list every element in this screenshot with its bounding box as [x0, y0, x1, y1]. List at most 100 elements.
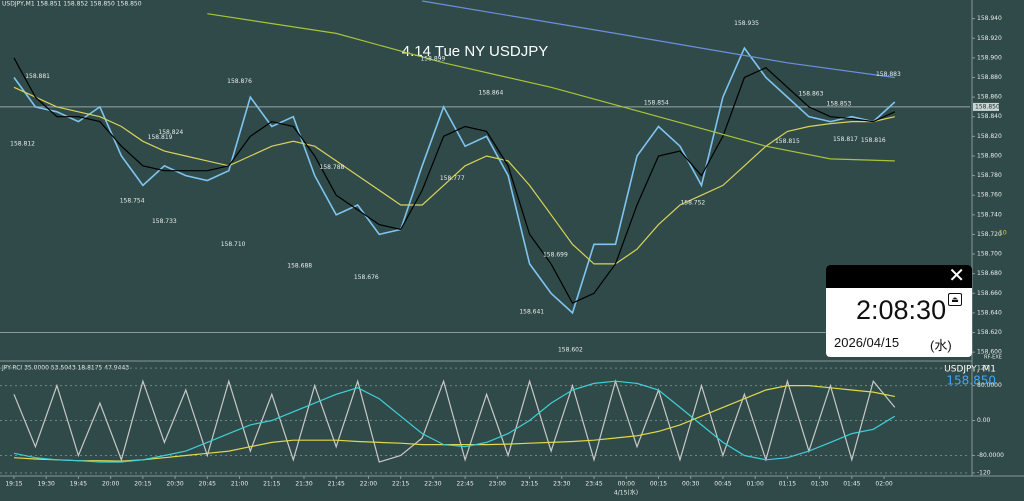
- x-tick-label: 00:45: [714, 481, 731, 488]
- price-annotation: 158.819: [148, 134, 173, 141]
- series-line: [13, 86, 895, 265]
- x-tick-label: 20:00: [102, 481, 119, 488]
- axis-note: 10: [999, 230, 1007, 237]
- series-line: [13, 380, 896, 463]
- price-annotation: 158.752: [680, 200, 705, 207]
- x-tick-label: 20:45: [199, 481, 216, 488]
- x-tick-label: 02:00: [875, 481, 892, 488]
- x-tick-label: 01:00: [747, 481, 764, 488]
- x-tick-label: 22:15: [392, 481, 409, 488]
- price-annotation: 158.641: [519, 308, 544, 315]
- price-annotation: 158.935: [734, 20, 759, 27]
- x-tick-label: 19:15: [5, 481, 22, 488]
- price-annotation: 158.876: [227, 78, 252, 85]
- price-annotation: 158.853: [827, 100, 852, 107]
- x-tick-label: 23:30: [553, 481, 570, 488]
- x-tick-label: 20:15: [134, 481, 151, 488]
- series-line: [13, 46, 896, 315]
- price-annotation: 158.883: [876, 71, 901, 78]
- price-annotation: 158.777: [440, 175, 465, 182]
- price-annotation: 158.688: [287, 262, 312, 269]
- y-tick-label: 158.780: [977, 172, 1002, 179]
- y-tick-label: -80.0000: [977, 452, 1004, 459]
- y-tick-label: 158.840: [977, 113, 1002, 120]
- price-annotation: 158.854: [644, 99, 669, 106]
- series-line: [13, 379, 896, 463]
- x-tick-label: 19:45: [70, 481, 87, 488]
- x-tick-label: 00:00: [618, 481, 635, 488]
- x-tick-label: 01:45: [843, 481, 860, 488]
- price-annotation: 158.864: [479, 90, 504, 97]
- y-tick-label: 158.940: [977, 15, 1002, 22]
- price-annotation: 158.824: [158, 129, 183, 136]
- x-tick-label: 22:30: [424, 481, 441, 488]
- x-tick-label: 23:45: [585, 481, 602, 488]
- x-tick-label: 21:00: [231, 481, 248, 488]
- x-tick-label: 21:15: [263, 481, 280, 488]
- y-tick-label: 120: [977, 365, 989, 372]
- series-line: [13, 385, 895, 462]
- price-annotation: 158.676: [354, 274, 379, 281]
- price-annotation: 158.815: [775, 138, 800, 145]
- y-tick-label: 158.660: [977, 290, 1002, 297]
- x-tick-label: 00:30: [682, 481, 699, 488]
- price-annotation: 158.788: [320, 164, 345, 171]
- series-line: [13, 57, 896, 304]
- price-annotation: 158.817: [833, 136, 858, 143]
- date-label: 4/15(水): [614, 489, 638, 497]
- y-tick-label: 158.920: [977, 35, 1002, 42]
- x-tick-label: 00:15: [650, 481, 667, 488]
- clock-widget: ✕ 2:08:30 ⏏ 2026/04/15 (水): [826, 265, 972, 357]
- x-tick-label: 22:45: [456, 481, 473, 488]
- y-tick-label: 158.640: [977, 309, 1002, 316]
- close-button[interactable]: ✕: [948, 265, 965, 287]
- y-tick-label: 158.600: [977, 349, 1002, 356]
- price-annotation: 158.754: [120, 198, 145, 205]
- price-annotation: 158.816: [861, 137, 886, 144]
- y-tick-label: 158.820: [977, 133, 1002, 140]
- x-tick-label: 01:15: [779, 481, 796, 488]
- x-tick-label: 21:30: [295, 481, 312, 488]
- series-line: [207, 13, 895, 162]
- y-tick-label: 158.620: [977, 329, 1002, 336]
- symbol-label: USDJPY, M1: [944, 365, 996, 375]
- clock-time: 2:08:30: [856, 295, 947, 325]
- price-label: 158.850: [946, 374, 996, 388]
- price-annotation: 158.733: [152, 218, 177, 225]
- clock-icon[interactable]: ⏏: [948, 293, 962, 306]
- y-tick-label: 158.760: [977, 192, 1002, 199]
- y-tick-label: 158.720: [977, 231, 1002, 238]
- x-tick-label: 23:15: [521, 481, 538, 488]
- price-annotation: 158.699: [543, 252, 568, 259]
- y-tick-label: 158.680: [977, 270, 1002, 277]
- clock-weekday: (水): [930, 338, 952, 353]
- y-tick-label: 158.880: [977, 74, 1002, 81]
- y-tick-label: 80.0000: [977, 382, 1002, 389]
- y-tick-label: -120: [977, 469, 991, 476]
- y-tick-label: 158.740: [977, 211, 1002, 218]
- x-tick-label: 21:45: [328, 481, 345, 488]
- chart-title: 4.14 Tue NY USDJPY: [402, 43, 548, 60]
- price-annotation: 158.863: [799, 91, 824, 98]
- corner-note: RF-EXE: [984, 355, 1002, 361]
- y-tick-label: 158.860: [977, 94, 1002, 101]
- price-annotation: 158.710: [221, 241, 246, 248]
- last-price-label: 158.850: [975, 103, 1000, 110]
- last-price-box: [973, 102, 999, 111]
- y-tick-label: 158.900: [977, 54, 1002, 61]
- clock-date: 2026/04/15: [834, 335, 900, 350]
- chart-header: USDJPY,M1 158.851 158.852 158.850 158.85…: [2, 1, 142, 8]
- price-annotation: 158.899: [420, 55, 445, 62]
- x-tick-label: 20:30: [166, 481, 183, 488]
- x-tick-label: 23:00: [489, 481, 506, 488]
- price-annotation: 158.812: [10, 141, 35, 148]
- price-annotation: 158.602: [558, 347, 583, 354]
- clock-titlebar: ✕: [826, 265, 972, 288]
- x-tick-label: 22:00: [360, 481, 377, 488]
- x-tick-label: 19:30: [38, 481, 55, 488]
- y-tick-label: 0.00: [977, 417, 991, 424]
- price-annotation: 158.881: [25, 73, 50, 80]
